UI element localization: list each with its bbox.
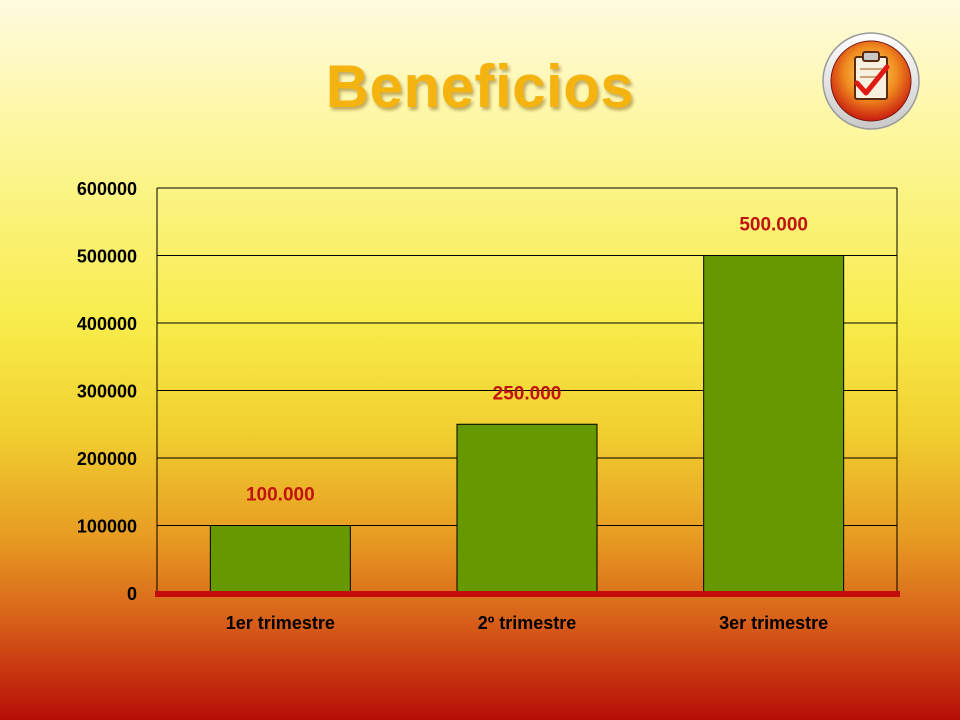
y-tick-label: 400000 (77, 314, 137, 334)
y-tick-label: 500000 (77, 247, 137, 267)
data-label: 250.000 (493, 383, 562, 404)
x-tick-label: 3er trimestre (719, 613, 828, 633)
y-tick-label: 100000 (77, 517, 137, 537)
data-labels: 100.000 250.000 500.000 (246, 215, 808, 506)
bar (456, 423, 598, 594)
x-tick-labels: 1er trimestre 2º trimestre 3er trimestre (226, 613, 828, 633)
bar (209, 525, 351, 594)
plot-frame (156, 188, 898, 593)
y-tick-label: 600000 (77, 179, 137, 199)
page-title: Beneficios (325, 53, 635, 120)
y-tick-label: 0 (127, 584, 137, 604)
y-tick-label: 300000 (77, 382, 137, 402)
bar (703, 255, 845, 594)
data-label: 500.000 (739, 215, 808, 236)
bars (209, 255, 845, 594)
clipboard-check-icon (821, 31, 921, 131)
data-label: 100.000 (246, 485, 315, 506)
x-tick-label: 2º trimestre (478, 613, 577, 633)
y-tick-label: 200000 (77, 449, 137, 469)
y-tick-labels: 0 100000 200000 300000 400000 500000 600000 (77, 179, 137, 604)
x-tick-label: 1er trimestre (226, 613, 335, 633)
